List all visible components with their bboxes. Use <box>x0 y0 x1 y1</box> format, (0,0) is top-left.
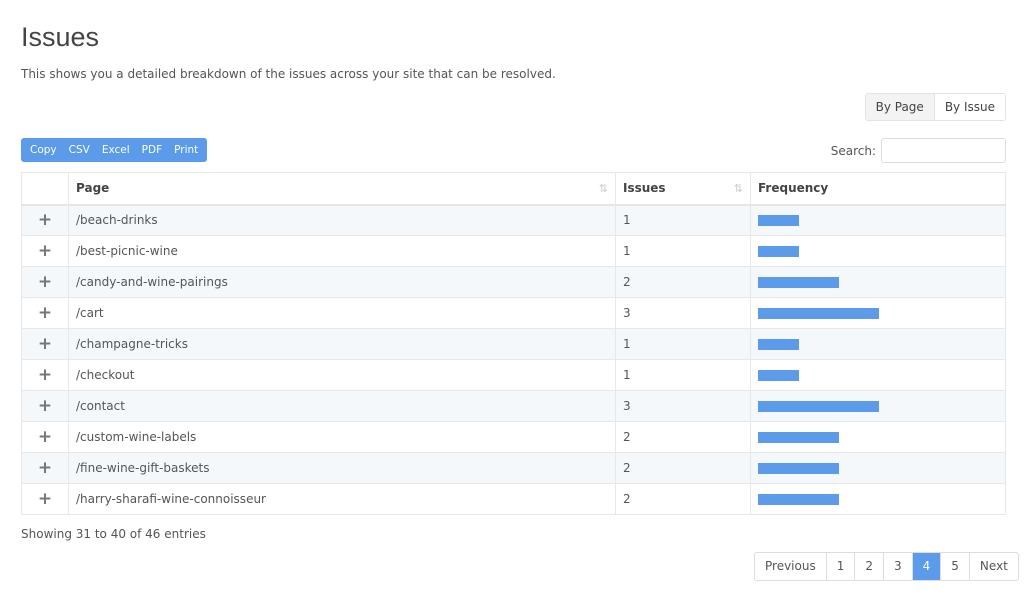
page-2-button[interactable]: 2 <box>854 553 883 580</box>
search-label: Search: <box>830 143 876 158</box>
search: Search: <box>831 138 1006 163</box>
frequency-cell <box>750 235 1006 267</box>
table-row: + /checkout 1 <box>21 359 1006 391</box>
issues-cell: 2 <box>615 483 751 515</box>
issues-cell: 3 <box>615 390 751 422</box>
frequency-cell <box>750 328 1006 360</box>
frequency-cell <box>750 390 1006 422</box>
expand-plus-icon[interactable]: + <box>21 452 69 484</box>
table-row: + /fine-wine-gift-baskets 2 <box>21 452 1006 484</box>
table-row: + /champagne-tricks 1 <box>21 328 1006 360</box>
frequency-cell <box>750 204 1006 236</box>
frequency-bar <box>758 462 839 474</box>
page-cell: /harry-sharafi-wine-connoisseur <box>68 483 616 515</box>
expand-plus-icon[interactable]: + <box>21 297 69 329</box>
page-title: Issues <box>21 22 100 52</box>
table-info: Showing 31 to 40 of 46 entries <box>21 527 206 541</box>
by-page-button[interactable]: By Page <box>865 94 935 120</box>
page-cell: /custom-wine-labels <box>68 421 616 453</box>
expand-plus-icon[interactable]: + <box>21 421 69 453</box>
page-5-button[interactable]: 5 <box>940 553 969 580</box>
table-row: + /candy-and-wine-pairings 2 <box>21 266 1006 298</box>
frequency-cell <box>750 359 1006 391</box>
issues-column-header[interactable]: Issues ⇅ <box>615 172 751 206</box>
frequency-column-header: Frequency <box>750 172 1006 206</box>
issues-header-label: Issues <box>623 181 666 196</box>
pagination: Previous 1 2 3 4 5 Next <box>754 552 1019 581</box>
frequency-bar <box>758 214 799 226</box>
table-row: + /custom-wine-labels 2 <box>21 421 1006 453</box>
table-row: + /best-picnic-wine 1 <box>21 235 1006 267</box>
page-cell: /beach-drinks <box>68 204 616 236</box>
expand-plus-icon[interactable]: + <box>21 266 69 298</box>
frequency-cell <box>750 421 1006 453</box>
issues-cell: 2 <box>615 266 751 298</box>
copy-button[interactable]: Copy <box>30 144 57 156</box>
table-row: + /harry-sharafi-wine-connoisseur 2 <box>21 483 1006 515</box>
frequency-bar <box>758 493 839 505</box>
frequency-bar <box>758 369 799 381</box>
frequency-bar <box>758 400 879 412</box>
frequency-bar <box>758 276 839 288</box>
table-row: + /beach-drinks 1 <box>21 204 1006 236</box>
expand-plus-icon[interactable]: + <box>21 235 69 267</box>
page-cell: /candy-and-wine-pairings <box>68 266 616 298</box>
sort-icon: ⇅ <box>598 182 608 195</box>
page-cell: /best-picnic-wine <box>68 235 616 267</box>
expand-plus-icon[interactable]: + <box>21 483 69 515</box>
frequency-cell <box>750 297 1006 329</box>
frequency-bar <box>758 245 799 257</box>
page-cell: /checkout <box>68 359 616 391</box>
frequency-bar <box>758 431 839 443</box>
by-issue-button[interactable]: By Issue <box>934 94 1005 120</box>
view-toggle: By Page By Issue <box>864 93 1006 121</box>
expand-plus-icon[interactable]: + <box>21 359 69 391</box>
expand-plus-icon[interactable]: + <box>21 328 69 360</box>
page-3-button[interactable]: 3 <box>883 553 912 580</box>
expand-plus-icon[interactable]: + <box>21 390 69 422</box>
frequency-bar <box>758 338 799 350</box>
page-column-header[interactable]: Page ⇅ <box>68 172 616 206</box>
issues-cell: 3 <box>615 297 751 329</box>
issues-cell: 2 <box>615 421 751 453</box>
page-4-button[interactable]: 4 <box>911 553 941 580</box>
export-buttons: Copy CSV Excel PDF Print <box>21 138 208 162</box>
next-button[interactable]: Next <box>968 553 1018 580</box>
page-cell: /champagne-tricks <box>68 328 616 360</box>
excel-button[interactable]: Excel <box>101 144 130 156</box>
issues-cell: 1 <box>615 359 751 391</box>
frequency-cell <box>750 483 1006 515</box>
issues-cell: 1 <box>615 328 751 360</box>
search-input[interactable] <box>881 138 1006 163</box>
page-cell: /fine-wine-gift-baskets <box>68 452 616 484</box>
page-header-label: Page <box>76 181 110 196</box>
expand-column-header <box>21 172 69 206</box>
frequency-cell <box>750 452 1006 484</box>
expand-plus-icon[interactable]: + <box>21 204 69 236</box>
page-description: This shows you a detailed breakdown of t… <box>21 67 556 81</box>
page-cell: /contact <box>68 390 616 422</box>
page-1-button[interactable]: 1 <box>825 553 855 580</box>
issues-cell: 1 <box>615 235 751 267</box>
frequency-bar <box>758 307 879 319</box>
previous-button[interactable]: Previous <box>765 559 816 573</box>
issues-cell: 2 <box>615 452 751 484</box>
csv-button[interactable]: CSV <box>68 144 90 156</box>
page-cell: /cart <box>68 297 616 329</box>
sort-icon: ⇅ <box>733 182 743 195</box>
issues-table: Page ⇅ Issues ⇅ Frequency + /beach-drinks … <box>21 172 1006 515</box>
pdf-button[interactable]: PDF <box>141 144 163 156</box>
table-row: + /contact 3 <box>21 390 1006 422</box>
print-button[interactable]: Print <box>174 144 199 156</box>
table-row: + /cart 3 <box>21 297 1006 329</box>
issues-cell: 1 <box>615 204 751 236</box>
frequency-cell <box>750 266 1006 298</box>
